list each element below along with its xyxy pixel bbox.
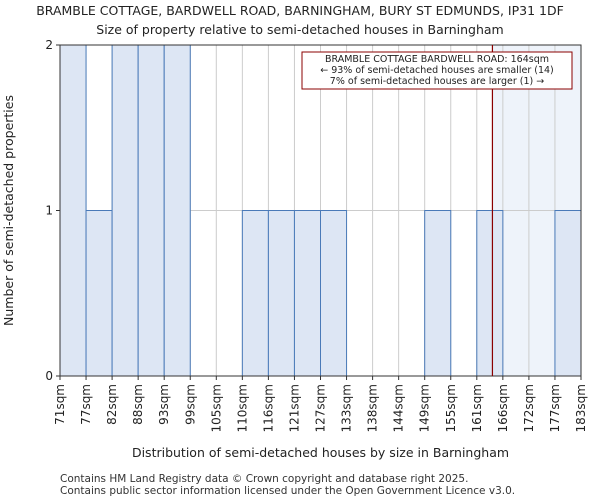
bar-71sqm: [59, 44, 87, 377]
bar-93sqm: [163, 44, 191, 377]
bars-layer: [59, 44, 582, 377]
y-tick-label-1: 1: [45, 204, 53, 218]
x-tick-label-133sqm: 133sqm: [340, 384, 354, 432]
x-tick-label-183sqm: 183sqm: [574, 384, 588, 432]
annotation-line-1: BRAMBLE COTTAGE BARDWELL ROAD: 164sqm: [325, 54, 549, 65]
footer-copyright: Contains HM Land Registry data © Crown c…: [60, 473, 469, 485]
x-tick-label-99sqm: 99sqm: [183, 384, 197, 425]
y-axis-label: Number of semi-detached properties: [1, 95, 16, 326]
bar-110sqm: [241, 210, 269, 377]
x-ticks-layer: 71sqm 77sqm 82sqm 88sqm 93sqm 99sqm 105sqm 110s…: [53, 376, 588, 432]
bar-82sqm: [111, 44, 139, 377]
x-tick-label-105sqm: 105sqm: [209, 384, 223, 432]
x-tick-label-155sqm: 155sqm: [444, 384, 458, 432]
x-tick-label-177sqm: 177sqm: [548, 384, 562, 432]
x-tick-label-93sqm: 93sqm: [157, 384, 171, 425]
y-tick-label-2: 2: [45, 38, 53, 52]
annotation-line-2: ← 93% of semi-detached houses are smalle…: [320, 65, 554, 76]
x-tick-label-144sqm: 144sqm: [392, 384, 406, 432]
footer-licence: Contains public sector information licen…: [60, 485, 516, 497]
x-tick-label-127sqm: 127sqm: [314, 384, 328, 432]
bar-chart: 0 1 2 71sqm 77sqm 82sqm 88sqm 93sqm 99sqm 105sqm…: [1, 38, 588, 460]
bar-149sqm: [424, 210, 452, 377]
annotation-frame: [301, 51, 573, 90]
x-axis-label: Distribution of semi-detached houses by …: [132, 445, 509, 460]
bar-88sqm: [137, 44, 165, 377]
x-tick-label-88sqm: 88sqm: [131, 384, 145, 425]
annotation-line-3: 7% of semi-detached houses are larger (1…: [330, 76, 544, 87]
bar-121sqm: [293, 210, 322, 377]
bar-77sqm: [85, 210, 113, 377]
x-tick-label-82sqm: 82sqm: [105, 384, 119, 425]
bar-161sqm: [476, 210, 504, 377]
bar-127sqm: [320, 210, 348, 377]
x-tick-label-71sqm: 71sqm: [53, 384, 67, 425]
bar-116sqm: [267, 210, 295, 377]
x-tick-label-166sqm: 166sqm: [496, 384, 510, 432]
chart-subtitle: Size of property relative to semi-detach…: [96, 22, 504, 37]
x-tick-label-149sqm: 149sqm: [418, 384, 432, 432]
x-tick-label-138sqm: 138sqm: [366, 384, 380, 432]
x-tick-label-121sqm: 121sqm: [287, 384, 301, 432]
y-ticks-layer: 0 1 2: [45, 38, 60, 383]
x-tick-label-77sqm: 77sqm: [79, 384, 93, 425]
x-tick-label-110sqm: 110sqm: [235, 384, 249, 432]
y-tick-label-0: 0: [45, 369, 53, 383]
x-tick-label-161sqm: 161sqm: [470, 384, 484, 432]
x-tick-label-116sqm: 116sqm: [261, 384, 275, 432]
bar-177sqm: [554, 210, 582, 377]
chart-title: BRAMBLE COTTAGE, BARDWELL ROAD, BARNINGH…: [36, 3, 564, 18]
x-tick-label-172sqm: 172sqm: [522, 384, 536, 432]
annotation-box: BRAMBLE COTTAGE BARDWELL ROAD: 164sqm ← …: [301, 51, 573, 90]
